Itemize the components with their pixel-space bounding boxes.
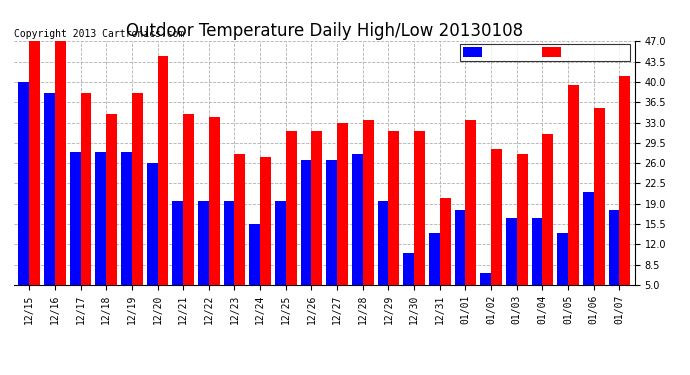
Bar bbox=[517, 154, 528, 285]
Bar bbox=[81, 93, 91, 285]
Bar bbox=[609, 210, 620, 285]
Bar bbox=[337, 123, 348, 285]
Bar bbox=[275, 201, 286, 285]
Bar bbox=[506, 218, 517, 285]
Bar bbox=[157, 56, 168, 285]
Bar bbox=[466, 120, 476, 285]
Bar bbox=[183, 114, 194, 285]
Bar bbox=[132, 93, 143, 285]
Bar bbox=[70, 152, 81, 285]
Bar bbox=[301, 160, 311, 285]
Bar bbox=[480, 273, 491, 285]
Bar bbox=[55, 41, 66, 285]
Bar bbox=[172, 201, 183, 285]
Bar bbox=[455, 210, 466, 285]
Legend: Low  (°F), High  (°F): Low (°F), High (°F) bbox=[460, 44, 629, 61]
Bar bbox=[491, 148, 502, 285]
Bar bbox=[311, 131, 322, 285]
Bar bbox=[363, 120, 373, 285]
Bar bbox=[388, 131, 400, 285]
Bar bbox=[95, 152, 106, 285]
Bar bbox=[377, 201, 388, 285]
Bar bbox=[531, 218, 542, 285]
Bar bbox=[29, 41, 40, 285]
Bar bbox=[249, 224, 260, 285]
Bar bbox=[209, 117, 219, 285]
Bar bbox=[198, 201, 209, 285]
Bar bbox=[558, 233, 568, 285]
Bar bbox=[106, 114, 117, 285]
Bar bbox=[224, 201, 235, 285]
Bar bbox=[542, 134, 553, 285]
Bar bbox=[404, 253, 414, 285]
Title: Outdoor Temperature Daily High/Low 20130108: Outdoor Temperature Daily High/Low 20130… bbox=[126, 22, 523, 40]
Bar bbox=[593, 108, 604, 285]
Bar bbox=[147, 163, 157, 285]
Bar bbox=[19, 82, 29, 285]
Text: Copyright 2013 Cartronics.com: Copyright 2013 Cartronics.com bbox=[14, 29, 184, 39]
Bar bbox=[583, 192, 593, 285]
Bar bbox=[429, 233, 440, 285]
Bar bbox=[414, 131, 425, 285]
Bar bbox=[260, 158, 271, 285]
Bar bbox=[620, 76, 630, 285]
Bar bbox=[568, 85, 579, 285]
Bar bbox=[286, 131, 297, 285]
Bar bbox=[44, 93, 55, 285]
Bar bbox=[440, 198, 451, 285]
Bar bbox=[352, 154, 363, 285]
Bar bbox=[121, 152, 132, 285]
Bar bbox=[235, 154, 245, 285]
Bar bbox=[326, 160, 337, 285]
